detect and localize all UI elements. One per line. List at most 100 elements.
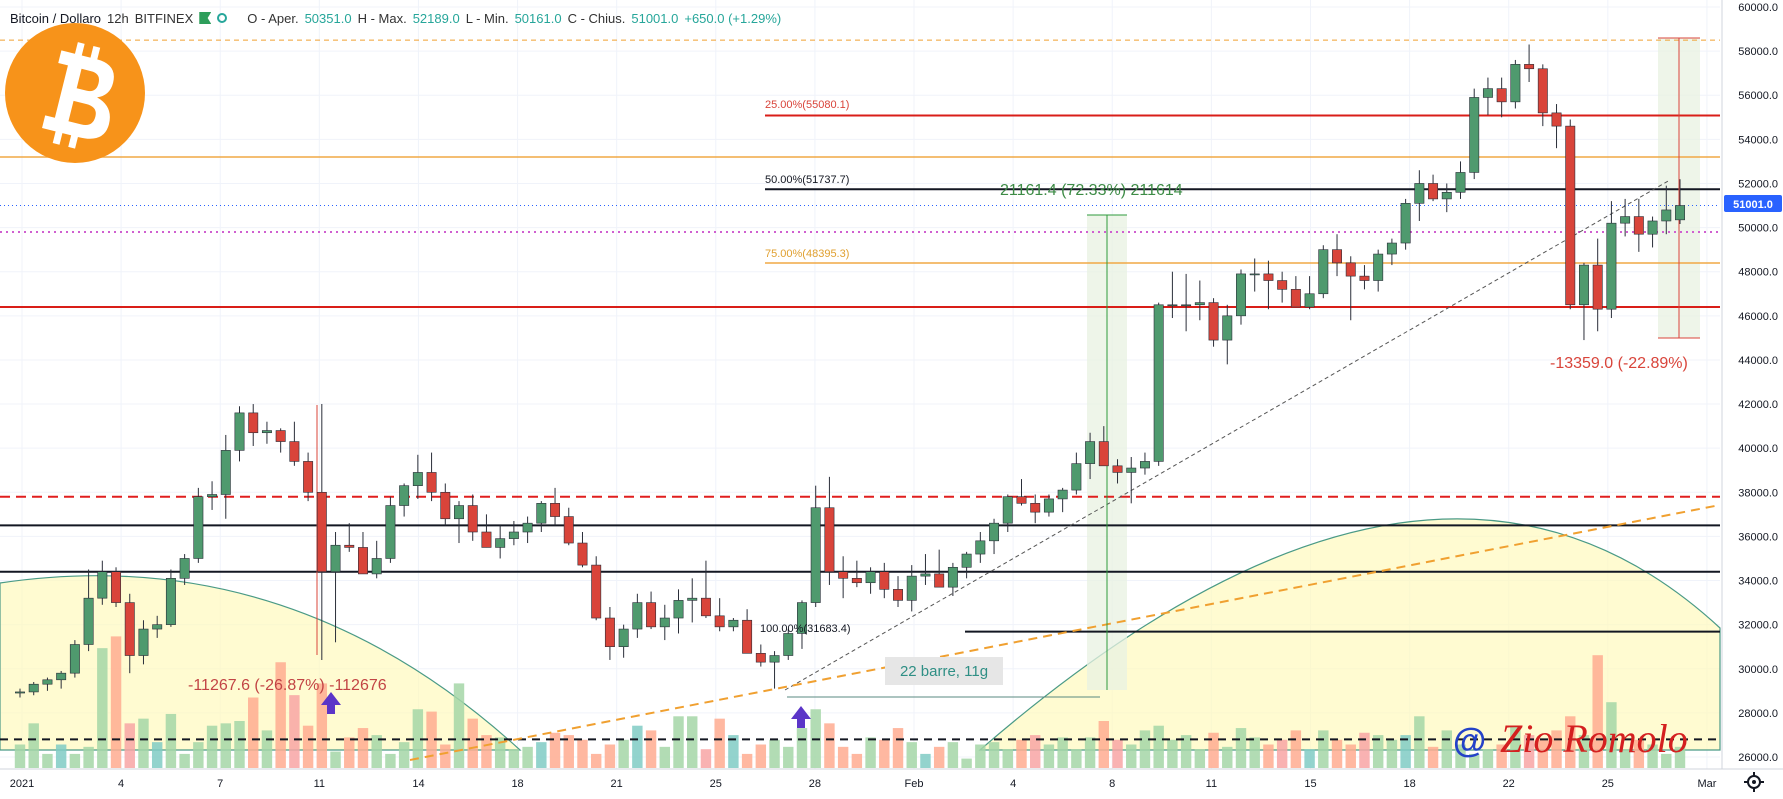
price-tick-label: 42000.0 bbox=[1738, 399, 1778, 411]
watermark: @ Zio Romolo bbox=[1453, 716, 1688, 761]
candle-down bbox=[467, 505, 478, 533]
candle-up bbox=[1085, 441, 1096, 464]
time-tick-label: 28 bbox=[809, 778, 821, 790]
volume-bar bbox=[110, 636, 122, 768]
candle-up bbox=[1222, 315, 1233, 341]
measure-down-label: -13359.0 (-22.89%) bbox=[1550, 355, 1688, 372]
volume-bar bbox=[1235, 728, 1247, 768]
volume-bar bbox=[1139, 730, 1151, 768]
volume-bar bbox=[865, 737, 876, 768]
volume-bar bbox=[563, 735, 574, 768]
time-tick-label: 2021 bbox=[10, 778, 34, 790]
candle-up bbox=[179, 558, 190, 579]
volume-bar bbox=[97, 648, 108, 768]
settings-icon[interactable] bbox=[1744, 772, 1764, 792]
volume-bar bbox=[1043, 744, 1055, 768]
volume-bar bbox=[1180, 735, 1192, 768]
candle-up bbox=[385, 505, 396, 559]
candle-down bbox=[111, 571, 121, 603]
candle-up bbox=[97, 571, 108, 599]
candle-down bbox=[440, 491, 451, 520]
candle-down bbox=[1524, 64, 1535, 70]
volume-bar bbox=[1565, 716, 1576, 768]
candle-down bbox=[1277, 280, 1288, 290]
close-value: 51001.0 bbox=[631, 10, 679, 26]
volume-bar bbox=[1386, 739, 1398, 768]
volume-bar bbox=[1455, 744, 1466, 768]
volume-bar bbox=[1126, 744, 1137, 768]
volume-bar bbox=[988, 742, 1000, 768]
candles bbox=[15, 44, 1685, 698]
volume-bar bbox=[1153, 725, 1164, 768]
volume-bar bbox=[659, 746, 671, 768]
volume-bar bbox=[1619, 749, 1631, 768]
volume-bar bbox=[330, 751, 341, 768]
fib-75-label: 75.00%(48395.3) bbox=[765, 248, 849, 260]
volume-bar bbox=[687, 716, 698, 768]
candle-down bbox=[604, 617, 615, 648]
volume-bar bbox=[906, 742, 917, 768]
price-tick-label: 28000.0 bbox=[1738, 708, 1778, 720]
time-tick-label: 25 bbox=[710, 778, 722, 790]
candle-up bbox=[1002, 496, 1013, 524]
price-tick-label: 26000.0 bbox=[1738, 752, 1778, 764]
volume-bar bbox=[1414, 716, 1425, 768]
candle-down bbox=[577, 542, 588, 566]
candle-down bbox=[1592, 264, 1603, 310]
candle-up bbox=[769, 655, 780, 663]
volume-bar bbox=[234, 721, 245, 768]
volume-bar bbox=[1331, 739, 1343, 768]
flag-icon[interactable] bbox=[199, 12, 212, 24]
volume-bar bbox=[920, 753, 931, 768]
time-tick-label: Mar bbox=[1697, 778, 1716, 790]
price-tick-labels: 60000.0 58000.0 56000.0 54000.0 52000.0 50000… bbox=[1738, 2, 1778, 764]
time-tick-label: 22 bbox=[1503, 778, 1515, 790]
volume-bar bbox=[1002, 749, 1013, 768]
candle-up bbox=[1579, 264, 1589, 306]
candle-up bbox=[947, 566, 958, 588]
candle-up bbox=[1606, 222, 1617, 310]
price-tick-label: 54000.0 bbox=[1738, 134, 1778, 146]
candle-up bbox=[83, 597, 94, 645]
candle-down bbox=[879, 571, 890, 590]
volume-bar bbox=[700, 749, 712, 768]
volume-bar bbox=[1592, 655, 1603, 768]
candle-up bbox=[28, 683, 39, 693]
candle-up bbox=[1675, 205, 1685, 221]
trend-line-dashed-orange bbox=[409, 504, 1721, 761]
symbol-name[interactable]: Bitcoin / Dollaro bbox=[10, 10, 102, 26]
candle-up bbox=[975, 540, 986, 555]
fib-50-label: 50.00%(51737.7) bbox=[765, 174, 849, 186]
candle-up bbox=[42, 679, 53, 685]
candle-down bbox=[838, 571, 849, 579]
measure-left-label: -11267.6 (-26.87%) -112676 bbox=[188, 677, 387, 694]
trend-line-dashed-black bbox=[784, 179, 1671, 691]
volume-bar bbox=[193, 742, 204, 768]
up-arrow-icon bbox=[791, 706, 811, 728]
volume-bar bbox=[604, 744, 616, 768]
volume-bar bbox=[632, 725, 643, 768]
price-tick-label: 38000.0 bbox=[1738, 487, 1778, 499]
candle-up bbox=[1482, 88, 1493, 98]
volume-bar bbox=[1276, 739, 1288, 768]
candle-up bbox=[15, 691, 25, 694]
volume-bar bbox=[1222, 746, 1233, 768]
volume-bar bbox=[440, 744, 451, 768]
candle-down bbox=[1208, 302, 1219, 341]
volume-bar bbox=[316, 683, 328, 768]
volume-bar bbox=[124, 723, 135, 768]
time-axis-bg bbox=[0, 769, 1783, 799]
candle-up bbox=[1167, 304, 1178, 307]
candle-down bbox=[358, 547, 368, 575]
time-tick-labels: 2021 4 7 11 14 18 21 25 28 Feb 4 8 11 15 18 22 25 Mar bbox=[10, 778, 1717, 790]
bars-label-bg bbox=[885, 657, 1003, 685]
volume-bar bbox=[645, 730, 657, 768]
trend-lines bbox=[316, 37, 1721, 761]
volume-bar bbox=[1263, 744, 1274, 768]
volume-bar bbox=[755, 744, 767, 768]
volume-bar bbox=[1537, 739, 1549, 768]
change-value: +650.0 (+1.29%) bbox=[684, 10, 782, 26]
interval-label[interactable]: 12h bbox=[107, 10, 129, 26]
volume-bar bbox=[302, 725, 314, 768]
